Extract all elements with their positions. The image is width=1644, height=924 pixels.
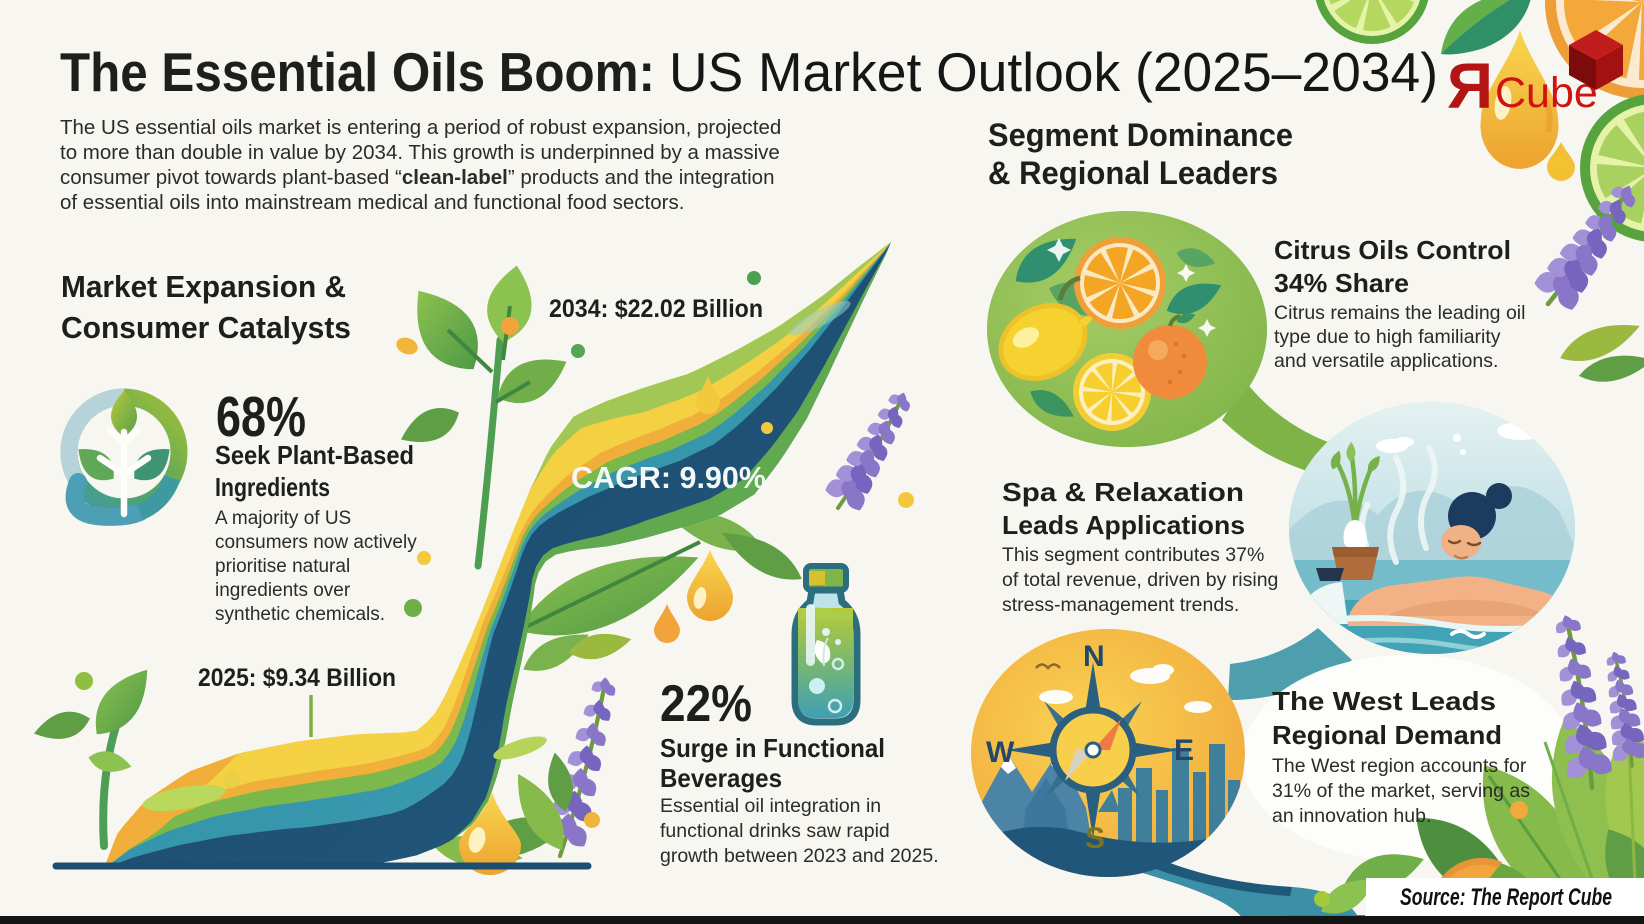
svg-text:and versatile applications.: and versatile applications. — [1274, 350, 1498, 372]
svg-text:The West Leads: The West Leads — [1272, 686, 1496, 716]
svg-text:ingredients over: ingredients over — [215, 580, 351, 601]
svg-text:E: E — [1174, 734, 1194, 767]
svg-text:The Essential Oils Boom:: The Essential Oils Boom: — [60, 41, 655, 103]
svg-text:to more than double in value b: to more than double in value by 2034. Th… — [60, 141, 780, 164]
svg-text:S: S — [1085, 822, 1105, 855]
svg-text:N: N — [1083, 640, 1105, 673]
svg-text:31% of the market, serving as: 31% of the market, serving as — [1272, 780, 1530, 802]
svg-text:Essential oil integration in: Essential oil integration in — [660, 795, 881, 817]
svg-text:A majority of US: A majority of US — [215, 508, 351, 529]
svg-text:Surge in Functional: Surge in Functional — [660, 733, 885, 763]
svg-text:2025: $9.34 Billion: 2025: $9.34 Billion — [198, 664, 396, 692]
svg-text:synthetic chemicals.: synthetic chemicals. — [215, 604, 385, 625]
svg-text:W: W — [986, 736, 1015, 769]
svg-text:prioritise natural: prioritise natural — [215, 556, 350, 577]
svg-text:an innovation hub.: an innovation hub. — [1272, 805, 1431, 827]
svg-text:Beverages: Beverages — [660, 763, 782, 793]
svg-text:34% Share: 34% Share — [1274, 268, 1409, 298]
svg-text:2034: $22.02 Billion: 2034: $22.02 Billion — [549, 295, 763, 323]
svg-text:Citrus Oils Control: Citrus Oils Control — [1274, 235, 1511, 265]
svg-text:Spa & Relaxation: Spa & Relaxation — [1002, 477, 1244, 507]
svg-text:Seek Plant-Based: Seek Plant-Based — [215, 440, 414, 470]
svg-text:consumers now actively: consumers now actively — [215, 532, 417, 553]
svg-text:& Regional Leaders: & Regional Leaders — [988, 155, 1278, 191]
svg-text:This segment contributes 37%: This segment contributes 37% — [1002, 544, 1264, 566]
svg-text:Regional Demand: Regional Demand — [1272, 720, 1502, 750]
svg-text:functional drinks saw rapid: functional drinks saw rapid — [660, 820, 890, 842]
svg-text:Leads Applications: Leads Applications — [1002, 510, 1245, 540]
svg-text:The West region accounts for: The West region accounts for — [1272, 755, 1527, 777]
svg-text:Market Expansion &: Market Expansion & — [61, 269, 346, 304]
svg-text:CAGR: 9.90%: CAGR: 9.90% — [571, 460, 766, 495]
svg-text:US Market Outlook (2025–2034): US Market Outlook (2025–2034) — [669, 41, 1438, 103]
svg-text:Consumer Catalysts: Consumer Catalysts — [61, 310, 351, 345]
svg-text:The US essential oils market i: The US essential oils market is entering… — [60, 116, 781, 139]
svg-text:Citrus remains the leading oil: Citrus remains the leading oil — [1274, 302, 1525, 324]
svg-text:Source: The Report Cube: Source: The Report Cube — [1400, 884, 1612, 911]
svg-text:of essential oils into mainstr: of essential oils into mainstream medica… — [60, 191, 684, 214]
svg-text:Segment Dominance: Segment Dominance — [988, 117, 1293, 153]
svg-text:Я: Я — [1447, 50, 1493, 122]
svg-text:68%: 68% — [216, 385, 306, 449]
svg-text:22%: 22% — [660, 675, 752, 733]
svg-text:consumer pivot towards plant-b: consumer pivot towards plant-based “clea… — [60, 166, 774, 189]
svg-text:Ingredients: Ingredients — [215, 472, 330, 502]
svg-text:of total revenue, driven by ri: of total revenue, driven by rising — [1002, 569, 1278, 591]
svg-text:stress-management trends.: stress-management trends. — [1002, 594, 1239, 616]
svg-text:type due to high familiarity: type due to high familiarity — [1274, 326, 1501, 348]
svg-text:growth between 2023 and 2025.: growth between 2023 and 2025. — [660, 845, 939, 867]
